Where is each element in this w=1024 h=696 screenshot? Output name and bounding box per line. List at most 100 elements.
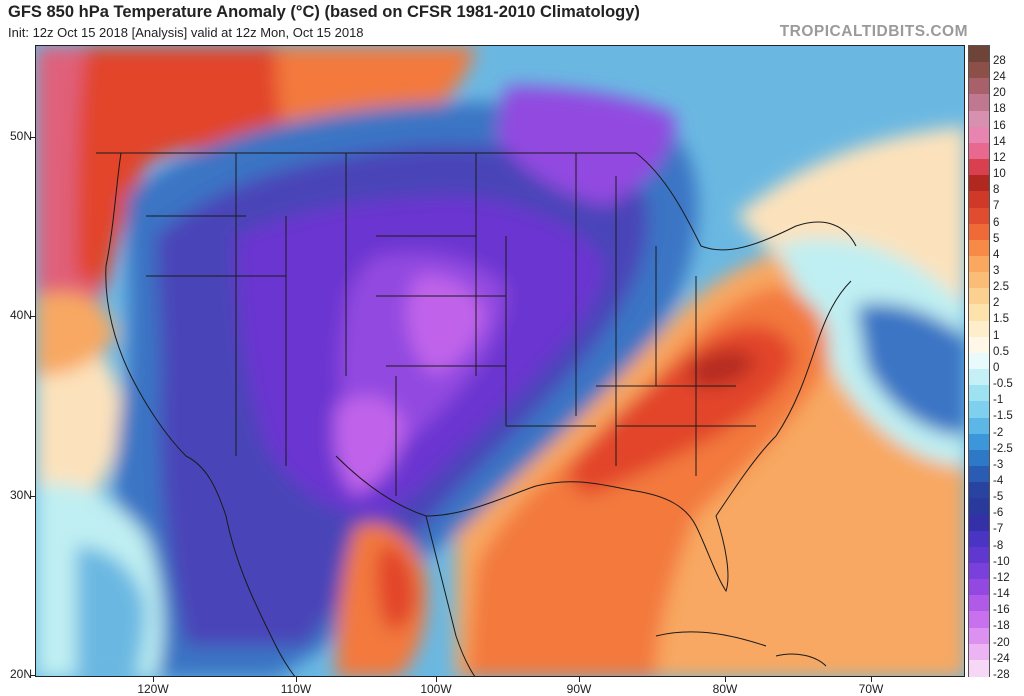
color-scale-swatch — [969, 352, 989, 370]
longitude-tick — [579, 677, 580, 682]
color-scale-label: -1.5 — [993, 410, 1013, 423]
color-scale-label: -7 — [993, 523, 1004, 536]
coastline-mexico — [425, 515, 476, 676]
longitude-label: 100W — [420, 682, 452, 696]
color-scale-swatch — [969, 304, 989, 322]
color-scale-swatch — [969, 110, 989, 128]
color-scale-label: 12 — [993, 151, 1006, 164]
map-canvas — [36, 46, 964, 676]
color-scale-swatch — [969, 369, 989, 386]
color-scale-label: -18 — [993, 620, 1010, 633]
latitude-label: 40N — [9, 308, 32, 322]
color-scale-swatch — [969, 401, 989, 419]
color-scale-swatch — [969, 175, 989, 192]
color-scale-label: 6 — [993, 216, 1000, 229]
color-scale-swatch — [969, 94, 989, 112]
color-scale-swatch — [969, 159, 989, 176]
color-scale-swatch — [969, 466, 989, 483]
color-scale-label: -16 — [993, 604, 1010, 617]
caribbean-islands — [655, 631, 827, 667]
color-scale-label: -12 — [993, 571, 1010, 584]
color-scale-label: 18 — [993, 103, 1006, 116]
latitude-tick — [30, 137, 36, 138]
color-scale-swatch — [969, 627, 989, 645]
color-scale-swatch — [969, 659, 989, 677]
longitude-label: 70W — [858, 682, 884, 696]
color-scale-label: 24 — [993, 71, 1006, 84]
color-scale-label: -28 — [993, 668, 1010, 681]
color-scale-swatch — [969, 579, 989, 596]
color-scale-label: 1.5 — [993, 313, 1009, 326]
chart-title: GFS 850 hPa Temperature Anomaly (°C) (ba… — [8, 3, 640, 21]
border-canada-east — [635, 152, 857, 251]
color-scale-swatch — [969, 449, 989, 467]
anomaly-map — [35, 45, 965, 677]
color-scale-label: 2 — [993, 297, 1000, 310]
color-scale-swatch — [969, 207, 989, 225]
color-scale-swatch — [969, 256, 989, 273]
color-scale-swatch — [969, 417, 989, 435]
color-scale-label: 16 — [993, 119, 1006, 132]
color-scale-label: -5 — [993, 491, 1004, 504]
color-scale-swatch — [969, 223, 989, 241]
color-scale-label: 5 — [993, 232, 1000, 245]
color-scale-swatch — [969, 126, 989, 144]
color-scale-swatch — [969, 546, 989, 564]
color-scale-label: 10 — [993, 168, 1006, 181]
color-scale-swatch — [969, 530, 989, 548]
color-scale-label: -6 — [993, 507, 1004, 520]
longitude-label: 110W — [280, 682, 312, 696]
field-magenta-plains — [406, 275, 486, 376]
color-scale-swatch — [969, 498, 989, 516]
color-scale-label: 8 — [993, 184, 1000, 197]
color-scale-bar — [968, 45, 990, 677]
color-scale-label: 7 — [993, 200, 1000, 213]
color-scale-label: 4 — [993, 248, 1000, 261]
color-scale-swatch — [969, 385, 989, 402]
color-scale-swatch — [969, 562, 989, 580]
color-scale-label: -4 — [993, 475, 1004, 487]
color-scale-swatch — [969, 320, 989, 338]
color-scale-swatch — [969, 643, 989, 661]
color-scale-label: -14 — [993, 588, 1010, 601]
field-red-dark-appalachia — [686, 350, 756, 388]
longitude-tick — [436, 677, 437, 682]
color-scale-swatch — [969, 142, 989, 160]
boundary-lines — [96, 152, 857, 676]
coastline-west — [105, 152, 296, 676]
color-scale-swatch — [969, 514, 989, 532]
longitude-tick — [871, 677, 872, 682]
state-lines — [146, 153, 756, 496]
field-blue-atlantic — [856, 303, 964, 436]
color-scale-label: 0.5 — [993, 345, 1009, 358]
field-red-mexico — [376, 545, 416, 630]
latitude-tick — [30, 496, 36, 497]
latitude-label: 20N — [9, 667, 32, 681]
color-scale-label: -2 — [993, 426, 1004, 439]
color-scale-swatch — [969, 78, 989, 96]
color-scale-label: -0.5 — [993, 378, 1013, 391]
color-scale-label: -2.5 — [993, 442, 1013, 455]
longitude-label: 90W — [566, 682, 592, 696]
color-scale-swatch — [969, 433, 989, 451]
color-scale-swatch — [969, 62, 989, 79]
color-scale-label: 3 — [993, 265, 1000, 277]
color-scale-label: -24 — [993, 652, 1010, 665]
color-scale-label: 28 — [993, 55, 1006, 67]
color-scale-swatch — [969, 611, 989, 629]
latitude-label: 30N — [9, 488, 32, 502]
field-orange-west — [36, 292, 116, 376]
color-scale-swatch — [969, 288, 989, 306]
color-scale-label: 14 — [993, 135, 1006, 148]
longitude-tick — [725, 677, 726, 682]
color-scale-label: -1 — [993, 394, 1004, 407]
longitude-tick — [153, 677, 154, 682]
color-scale-swatch — [969, 595, 989, 612]
color-scale-label: -8 — [993, 539, 1004, 552]
color-scale-swatch — [969, 482, 989, 499]
field-blue-pacific-sw — [76, 546, 146, 676]
color-scale-swatch — [969, 239, 989, 257]
chart-subtitle: Init: 12z Oct 15 2018 [Analysis] valid a… — [8, 25, 364, 40]
color-scale-label: -10 — [993, 555, 1010, 568]
site-brand: TROPICALTIDBITS.COM — [779, 23, 968, 40]
